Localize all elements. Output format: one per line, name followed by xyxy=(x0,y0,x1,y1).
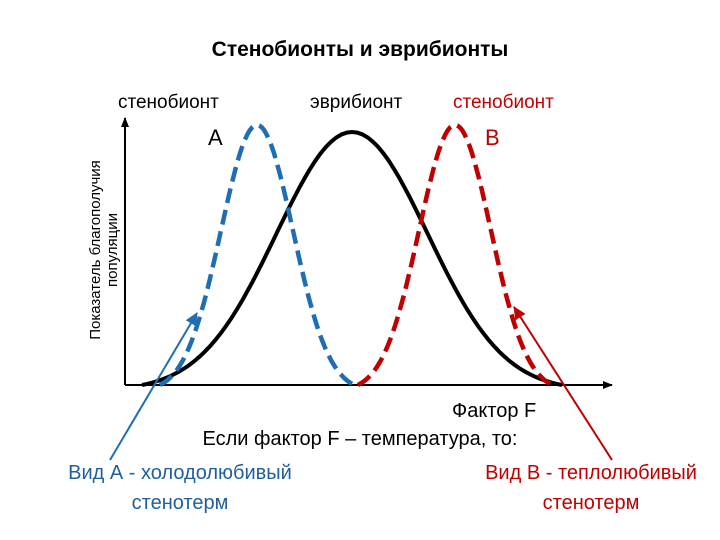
species-a-pointer-arrow xyxy=(109,312,198,461)
condition-text: Если фактор F – температура, то: xyxy=(202,428,518,450)
stenobiont-b-curve xyxy=(356,122,554,387)
species-a-description: Вид А - холодолюбивый стенотерм xyxy=(50,458,310,518)
species-b-line1: Вид В - теплолюбивый xyxy=(485,462,697,484)
diagram-title: Стенобионты и эврибионты xyxy=(211,38,509,61)
species-a-line1: Вид А - холодолюбивый xyxy=(68,462,292,484)
eurybiont-curve xyxy=(141,129,563,387)
stenobiont-a-label: стенобионт xyxy=(118,92,219,113)
species-b-pointer-arrow xyxy=(513,306,613,461)
stenobiont-a-curve xyxy=(158,122,356,387)
species-b-line2: стенотерм xyxy=(542,492,640,514)
species-b-description: Вид В - теплолюбивый стенотерм xyxy=(466,458,716,518)
eurybiont-label: эврибионт xyxy=(310,92,403,113)
species-b-letter: В xyxy=(485,125,500,150)
species-a-line2: стенотерм xyxy=(131,492,229,514)
x-axis-label: Фактор F xyxy=(452,400,537,422)
stenobiont-b-label: стенобионт xyxy=(453,92,554,113)
species-a-letter: А xyxy=(208,125,223,150)
